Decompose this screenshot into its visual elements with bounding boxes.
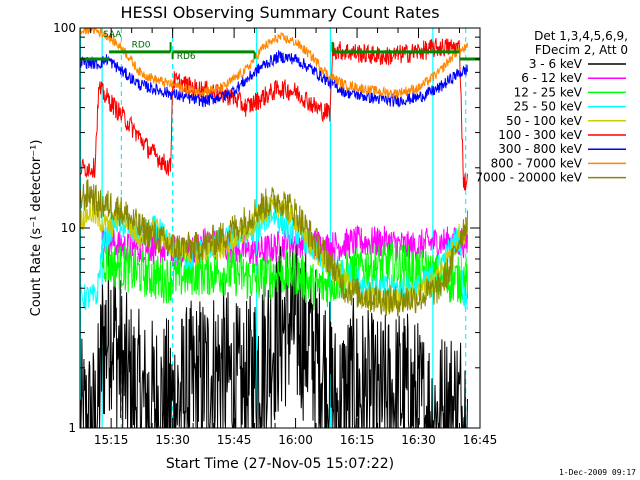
x-tick-label: 15:45 [217,433,252,447]
x-axis-label: Start Time (27-Nov-05 15:07:22) [166,456,394,472]
rd0-flag-label: RD0 [132,40,151,50]
series-line [80,28,468,100]
y-tick-label: 100 [53,21,76,35]
y-tick-label: 1 [68,421,76,435]
series-line [80,178,468,317]
x-tick-label: 16:30 [401,433,436,447]
plot-area: RD0 RD6 SAA 15:15 15:30 15:45 16:00 16:15 16:30 1… [53,21,497,447]
x-tick-label: 15:15 [94,433,129,447]
legend-entry-label: 50 - 100 keV [506,114,583,128]
x-tick-label: 15:30 [155,433,190,447]
legend-entry-label: 3 - 6 keV [529,57,583,71]
legend-entry-label: 7000 - 20000 keV [475,171,582,185]
y-tick-label: 10 [61,221,76,235]
series-group [80,28,468,428]
x-tick-label: 16:15 [340,433,375,447]
series-line [80,38,468,191]
series-line [80,49,468,109]
series-line [101,224,468,268]
y-axis-label: Count Rate (s⁻¹ detector⁻¹) [29,140,44,317]
legend-entry-label: 12 - 25 keV [514,85,583,99]
series-line [80,240,468,428]
legend-entry-label: 6 - 12 keV [521,71,583,85]
rd6-flag-label: RD6 [177,52,196,62]
legend-entry-label: 100 - 300 keV [498,128,582,142]
legend-entry-label: 25 - 50 keV [514,100,583,114]
legend-entry-label: 300 - 800 keV [498,142,582,156]
legend: Det 1,3,4,5,6,9,FDecim 2, Att 03 - 6 keV… [475,29,628,185]
chart-title: HESSI Observing Summary Count Rates [120,3,439,22]
legend-header-line: FDecim 2, Att 0 [535,43,628,57]
footer-timestamp: 1-Dec-2009 09:17 [559,468,636,477]
legend-header-line: Det 1,3,4,5,6,9, [534,29,628,43]
x-tick-label: 16:45 [463,433,498,447]
legend-entry-label: 800 - 7000 keV [491,156,583,170]
saa-flag-label: SAA [103,30,122,40]
x-tick-label: 16:00 [278,433,313,447]
